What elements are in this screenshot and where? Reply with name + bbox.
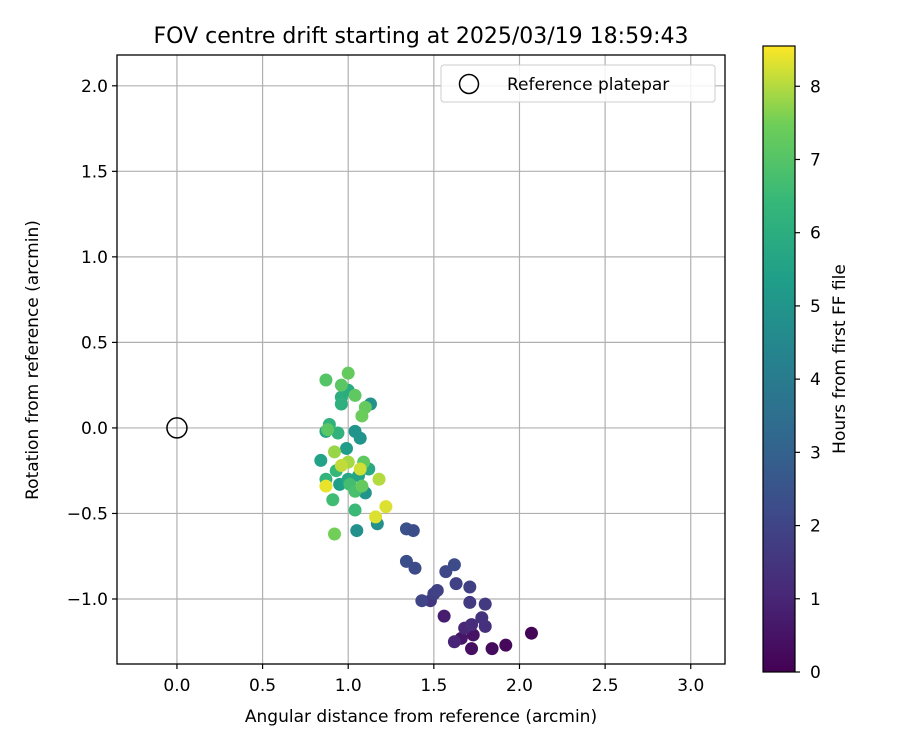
scatter-point: [328, 445, 342, 459]
scatter-point: [379, 500, 393, 514]
scatter-point: [321, 423, 335, 437]
colorbar: [762, 45, 796, 673]
x-tick-label: 1.5: [420, 676, 447, 696]
y-axis-ticks: 2.0 1.5 1.0 0.5 0.0 −0.5 −1.0: [67, 77, 117, 610]
colorbar-tick-label: 7: [810, 150, 821, 170]
scatter-point: [334, 378, 348, 392]
colorbar-ticks: 0 1 2 3 4 5 6 7 8: [795, 77, 821, 683]
scatter-point: [463, 595, 477, 609]
scatter-point: [447, 635, 461, 649]
scatter-point: [319, 479, 333, 493]
reference-marker: [166, 417, 188, 439]
x-tick-label: 3.0: [677, 676, 704, 696]
x-axis-ticks: 0.0 0.5 1.0 1.5 2.0 2.5 3.0: [163, 664, 704, 696]
y-tick-label: −1.0: [67, 590, 108, 610]
scatter-point: [353, 431, 367, 445]
scatter-point: [485, 642, 499, 656]
colorbar-label: Hours from first FF file: [830, 264, 850, 454]
scatter-point: [326, 493, 340, 507]
colorbar-tick-label: 1: [810, 590, 821, 610]
legend-open-circle-icon: [458, 73, 480, 95]
colorbar-tick-label: 8: [810, 77, 821, 97]
scatter-point: [350, 524, 364, 538]
x-tick-label: 2.5: [592, 676, 619, 696]
scatter-point: [499, 638, 513, 652]
scatter-point: [353, 462, 367, 476]
scatter-point: [430, 583, 444, 597]
scatter-point: [372, 472, 386, 486]
scatter-point: [339, 441, 353, 455]
scatter-point: [334, 459, 348, 473]
legend: Reference platepar: [440, 64, 716, 103]
colorbar-tick-label: 0: [810, 663, 821, 683]
scatter-point: [355, 479, 369, 493]
y-tick-label: 1.5: [81, 162, 108, 182]
y-tick-label: 1.0: [81, 248, 108, 268]
y-tick-label: 0.0: [81, 419, 108, 439]
data-points: [314, 366, 538, 656]
scatter-point: [478, 597, 492, 611]
scatter-point: [408, 561, 422, 575]
scatter-point: [437, 609, 451, 623]
scatter-point: [465, 618, 479, 632]
colorbar-tick-label: 4: [810, 370, 821, 390]
grid-lines: [117, 55, 725, 664]
scatter-point: [348, 388, 362, 402]
x-tick-label: 0.5: [249, 676, 276, 696]
scatter-point: [355, 409, 369, 423]
scatter-point: [465, 642, 479, 656]
scatter-point: [463, 580, 477, 594]
scatter-point: [524, 626, 538, 640]
y-tick-label: 2.0: [81, 77, 108, 97]
scatter-point: [447, 558, 461, 572]
scatter-point: [449, 577, 463, 591]
scatter-point: [341, 366, 355, 380]
scatter-point: [415, 594, 429, 608]
y-axis-label: Rotation from reference (arcmin): [23, 220, 43, 500]
x-tick-label: 2.0: [506, 676, 533, 696]
x-tick-label: 1.0: [335, 676, 362, 696]
x-tick-label: 0.0: [163, 676, 190, 696]
colorbar-tick-label: 6: [810, 224, 821, 244]
plot-frame: [116, 54, 726, 665]
legend-box: [440, 64, 716, 103]
colorbar-tick-label: 3: [810, 443, 821, 463]
scatter-point: [328, 527, 342, 541]
scatter-point: [369, 510, 383, 524]
reference-point: [166, 417, 188, 439]
scatter-point: [475, 611, 489, 625]
y-tick-label: −0.5: [67, 504, 108, 524]
chart-title: FOV centre drift starting at 2025/03/19 …: [154, 24, 689, 49]
legend-label: Reference platepar: [507, 75, 669, 95]
scatter-point: [348, 503, 362, 517]
colorbar-tick-label: 5: [810, 297, 821, 317]
scatter-point: [314, 453, 328, 467]
scatter-point: [406, 524, 420, 538]
scatter-point: [319, 373, 333, 387]
y-tick-label: 0.5: [81, 333, 108, 353]
scatter-point: [334, 397, 348, 411]
scatter-point: [331, 426, 345, 440]
x-axis-label: Angular distance from reference (arcmin): [245, 707, 597, 727]
colorbar-tick-label: 2: [810, 517, 821, 537]
